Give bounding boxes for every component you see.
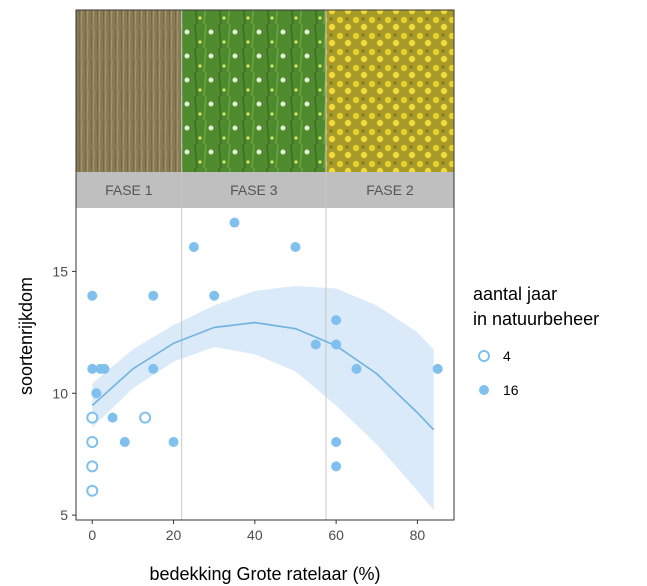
x-tick-label-80: 80: [410, 527, 426, 543]
phase-dividers: [181, 10, 327, 520]
legend-marker-filled: [479, 385, 489, 395]
point-16yr-6: [107, 412, 118, 423]
point-16yr-14: [290, 242, 301, 252]
point-16yr-17: [331, 339, 342, 350]
point-4yr-3: [86, 460, 99, 473]
phase-bar-3: [325, 172, 454, 208]
phase-label-3: FASE 2: [366, 182, 414, 198]
legend-label-4: 4: [503, 348, 511, 364]
legend-title-line-2: in natuurbeheer: [473, 309, 599, 329]
x-tick-label-40: 40: [247, 527, 263, 543]
point-4yr-4: [86, 484, 99, 497]
fit-line: [91, 321, 435, 431]
flowering-meadow-with-daisies-photo: [181, 10, 326, 172]
x-tick-label-60: 60: [328, 527, 344, 543]
point-16yr-12: [209, 290, 220, 301]
phase-photos: [76, 10, 454, 172]
legend-marker-open: [478, 350, 490, 362]
x-tick-label-20: 20: [166, 527, 182, 543]
point-16yr-8: [148, 290, 159, 301]
confidence-band: [92, 286, 434, 511]
yellow-rattle-field-photo: [325, 10, 454, 172]
point-16yr-10: [168, 437, 179, 447]
point-16yr-1: [87, 290, 98, 301]
point-16yr-13: [229, 217, 240, 228]
point-16yr-20: [351, 363, 362, 374]
phase-label-2: FASE 3: [230, 182, 278, 198]
x-axis-title: bedekking Grote ratelaar (%): [149, 564, 380, 584]
legend-title-line-1: aantal jaar: [473, 284, 557, 304]
point-16yr-9: [148, 363, 159, 374]
phase-bar-1: [76, 172, 182, 208]
dry-grass-meadow-photo: [76, 10, 182, 172]
phase-bar-2: [181, 172, 326, 208]
point-16yr-15: [310, 339, 321, 350]
point-16yr-7: [119, 437, 130, 447]
confidence-band-area: [92, 286, 434, 511]
point-4yr-1: [86, 411, 99, 424]
legend-label-16: 16: [503, 382, 519, 398]
plot-frame: [75, 9, 455, 521]
legend: aantal jaar in natuurbeheer 4 16: [473, 284, 599, 398]
point-4yr-5: [139, 411, 152, 424]
axis-ticks: 0 20 40 60 80 5 10 15: [52, 263, 425, 543]
y-tick-label-10: 10: [52, 385, 68, 401]
point-16yr-11: [188, 242, 199, 252]
point-16yr-2: [87, 363, 98, 374]
point-16yr-4: [99, 363, 110, 374]
phase-label-1: FASE 1: [105, 182, 153, 198]
point-16yr-21: [432, 363, 443, 374]
point-16yr-19: [331, 461, 342, 472]
y-axis-title: soortenrijkdom: [16, 277, 36, 395]
fit-curve: [91, 321, 435, 431]
point-16yr-18: [331, 437, 342, 447]
point-4yr-2: [86, 436, 99, 448]
point-16yr-5: [91, 388, 102, 399]
x-tick-label-0: 0: [88, 527, 96, 543]
y-tick-label-15: 15: [52, 263, 68, 279]
point-16yr-16: [331, 315, 342, 326]
y-tick-label-5: 5: [60, 507, 68, 523]
phase-labels: FASE 1 FASE 3 FASE 2: [76, 172, 454, 208]
data-points: [86, 217, 443, 497]
